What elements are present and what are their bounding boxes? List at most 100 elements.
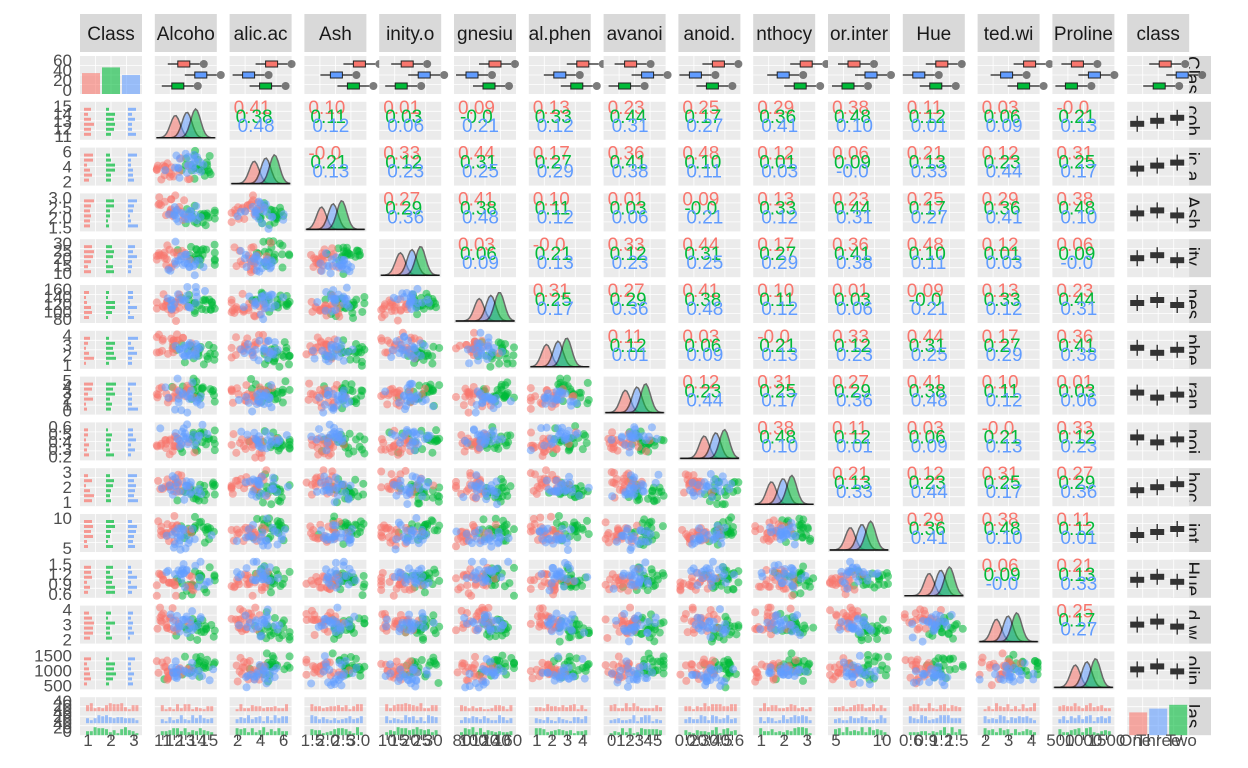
panel-r6-c10: 0.100.110.12	[753, 281, 816, 323]
correlation-label: 0.06	[1056, 235, 1093, 256]
scatter-point	[488, 395, 497, 404]
histogram-bar	[128, 219, 131, 223]
histogram-bar	[128, 204, 134, 208]
column-strip-label: Hue	[916, 24, 951, 45]
correlation-label: 0.03	[761, 162, 798, 183]
scatter-point	[161, 166, 170, 175]
panel-r6-c13: 0.130.330.12	[977, 281, 1040, 323]
boxplot-box	[1170, 257, 1185, 264]
scatter-point	[157, 484, 166, 493]
scatter-point	[310, 254, 319, 263]
panel-r2-c15	[1127, 101, 1190, 140]
scatter-point	[194, 395, 203, 404]
scatter-point	[168, 472, 177, 481]
boxplot-box	[553, 71, 567, 79]
panel-r9-c10: 0.380.480.10	[753, 418, 816, 461]
histogram-bar	[106, 178, 111, 182]
scatter-point	[250, 254, 259, 263]
scatter-point	[324, 477, 333, 486]
scatter-point	[379, 438, 388, 447]
histogram-bar	[84, 545, 88, 548]
boxplot-box	[1150, 207, 1165, 214]
scatter-point	[333, 401, 342, 410]
panel-r3-c11: 0.060.09-0.0	[828, 144, 890, 186]
column-strip-14: Proline	[1052, 14, 1115, 52]
correlation-label: 0.36	[984, 198, 1021, 219]
panel-r5-c7: -0.00.210.13	[528, 235, 591, 278]
scatter-point	[554, 512, 563, 520]
scatter-point	[647, 423, 656, 432]
scatter-point	[420, 435, 429, 444]
histogram-bar	[128, 433, 133, 437]
correlation-label: 0.01	[1060, 528, 1097, 549]
boxplot-outlier	[592, 82, 601, 90]
histogram-bar	[84, 122, 94, 126]
panel-r1-c8	[603, 56, 672, 94]
boxplot-box	[1017, 82, 1031, 90]
scatter-point	[248, 407, 257, 416]
panel-r10-c2	[154, 468, 219, 507]
correlation-label: 0.09	[1058, 244, 1095, 265]
scatter-point	[397, 433, 406, 442]
histogram-bar	[84, 540, 87, 543]
panel-r10-c11: 0.210.130.33	[828, 464, 890, 507]
scatter-point	[472, 493, 481, 502]
histogram-bar	[128, 525, 137, 528]
correlation-label: 0.33	[608, 235, 645, 256]
correlation-label: 0.13	[761, 345, 798, 366]
panel-r2-c12: 0.110.120.01	[902, 98, 965, 140]
scatter-point	[387, 429, 396, 438]
panel-r2-c14: -0.00.210.13	[1052, 98, 1115, 140]
histogram-bar	[128, 153, 137, 157]
scatter-point	[189, 150, 198, 159]
panel-r9-c3	[227, 422, 294, 462]
scatter-point	[392, 535, 401, 544]
histogram-bar	[106, 316, 108, 319]
panel-r11-c6	[452, 514, 518, 552]
scatter-point	[584, 395, 593, 404]
panel-r4-c5: 0.270.290.36	[379, 189, 442, 232]
scatter-point	[678, 525, 687, 534]
column-strip-label: nthocy	[756, 24, 812, 45]
scatter-point	[418, 492, 427, 501]
scatter-point	[387, 470, 396, 479]
scatter-point	[210, 240, 219, 249]
boxplot-outlier	[799, 71, 808, 79]
histogram-bar	[106, 296, 108, 299]
density-curve	[306, 199, 366, 231]
scatter-point	[566, 525, 575, 534]
scatter-point	[536, 513, 545, 522]
scatter-point	[279, 215, 288, 224]
scatter-point	[278, 250, 287, 259]
scatter-point	[435, 521, 444, 530]
correlation-label: 0.17	[533, 144, 570, 165]
scatter-point	[329, 390, 338, 399]
scatter-point	[190, 441, 199, 450]
boxplot-outlier	[734, 60, 743, 68]
scatter-point	[654, 470, 663, 479]
panel-r1-c3	[229, 56, 296, 94]
histogram-bar	[128, 479, 134, 483]
scatter-point	[319, 487, 328, 496]
scatter-point	[210, 214, 219, 223]
scatter-point	[612, 474, 621, 483]
panel-r1-c15	[1127, 56, 1207, 94]
histogram-bar	[128, 453, 131, 457]
scatter-point	[607, 468, 616, 477]
scatter-point	[232, 537, 241, 546]
panel-r3-c4: -0.00.210.13	[304, 144, 367, 186]
correlation-label: 0.10	[684, 153, 721, 174]
scatter-point	[203, 354, 212, 363]
scatter-point	[210, 350, 219, 359]
boxplot-box	[1175, 71, 1189, 79]
boxplot-box	[776, 71, 790, 79]
histogram-bar	[106, 336, 109, 340]
histogram-bar	[84, 296, 86, 299]
scatter-point	[471, 408, 480, 417]
column-strip-label: avanoi	[607, 24, 663, 45]
histogram-bar	[106, 168, 115, 172]
histogram-bar	[106, 356, 116, 360]
panel-r3-c13: 0.120.230.44	[977, 144, 1040, 186]
scatter-point	[339, 247, 348, 256]
scatter-point	[429, 402, 438, 411]
